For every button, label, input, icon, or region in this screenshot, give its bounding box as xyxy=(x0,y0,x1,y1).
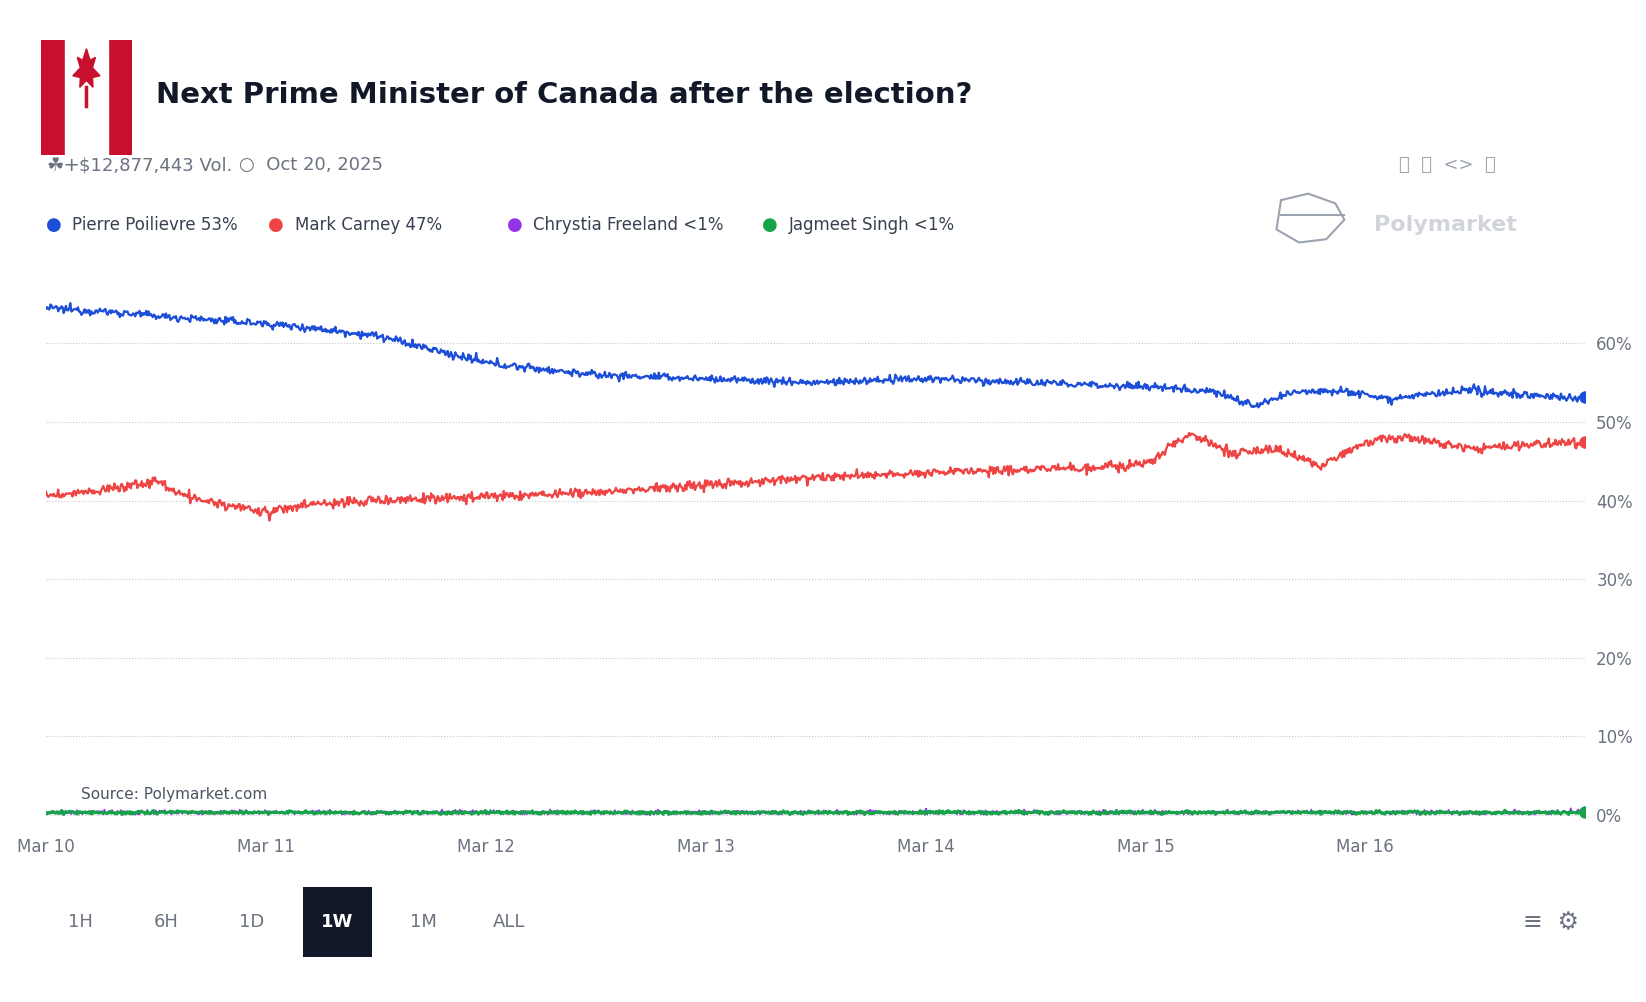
Text: ☘+: ☘+ xyxy=(46,156,81,174)
Text: 🔖  📄  <>  🔗: 🔖 📄 <> 🔗 xyxy=(1399,156,1496,174)
Text: $12,877,443 Vol.: $12,877,443 Vol. xyxy=(79,156,232,174)
Text: ○  Oct 20, 2025: ○ Oct 20, 2025 xyxy=(239,156,382,174)
Polygon shape xyxy=(72,49,100,87)
Bar xyxy=(107,40,132,155)
Text: ●: ● xyxy=(268,216,285,234)
Text: 1W: 1W xyxy=(321,913,354,931)
Text: 1H: 1H xyxy=(67,913,94,931)
Bar xyxy=(41,40,66,155)
Text: Source: Polymarket.com: Source: Polymarket.com xyxy=(81,787,267,802)
Bar xyxy=(66,40,107,155)
Text: Jagmeet Singh <1%: Jagmeet Singh <1% xyxy=(788,216,955,234)
Text: Pierre Poilievre 53%: Pierre Poilievre 53% xyxy=(72,216,239,234)
Text: Mark Carney 47%: Mark Carney 47% xyxy=(295,216,441,234)
Text: ●: ● xyxy=(46,216,63,234)
Text: ≡  ⚙: ≡ ⚙ xyxy=(1523,910,1579,934)
Text: ●: ● xyxy=(507,216,523,234)
Text: Polymarket: Polymarket xyxy=(1374,215,1518,235)
Text: ●: ● xyxy=(762,216,779,234)
FancyBboxPatch shape xyxy=(298,881,377,963)
Text: ALL: ALL xyxy=(492,913,525,931)
Text: 1D: 1D xyxy=(239,913,265,931)
Text: Next Prime Minister of Canada after the election?: Next Prime Minister of Canada after the … xyxy=(156,81,973,109)
Text: Chrystia Freeland <1%: Chrystia Freeland <1% xyxy=(533,216,724,234)
Text: 1M: 1M xyxy=(410,913,436,931)
Text: 6H: 6H xyxy=(153,913,179,931)
